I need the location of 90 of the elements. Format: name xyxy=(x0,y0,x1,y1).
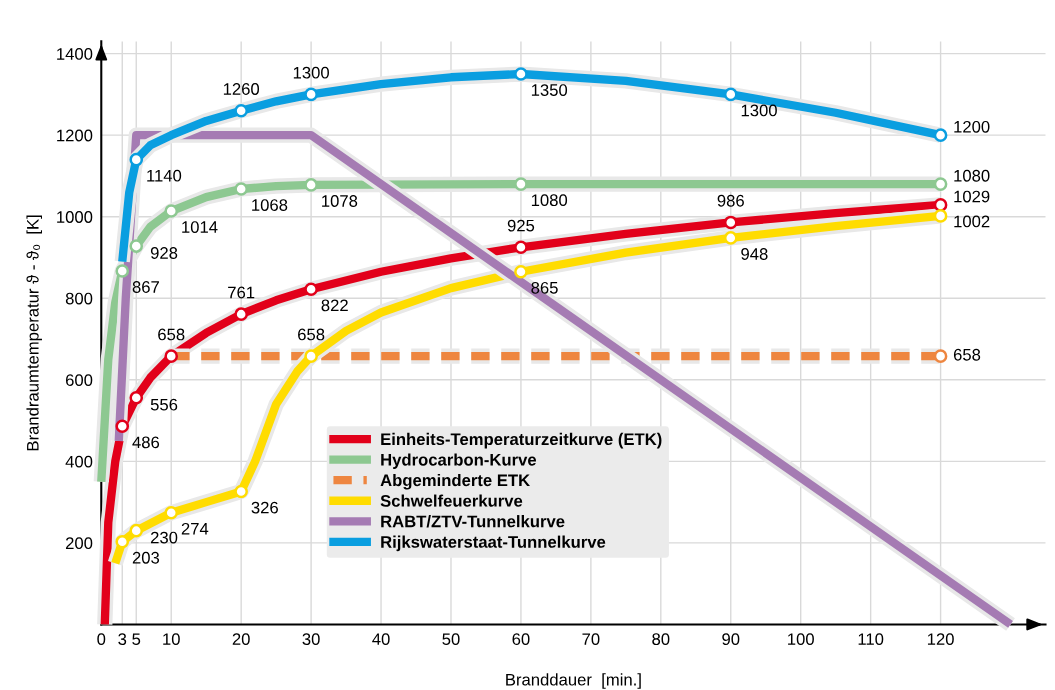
point xyxy=(304,87,318,102)
data-label: 822 xyxy=(321,299,348,312)
x-tick-label: 20 xyxy=(232,633,250,646)
data-label: 1014 xyxy=(182,221,218,233)
data-label: 1078 xyxy=(322,195,358,207)
legend-label: Hydrocarbon-Kurve xyxy=(381,453,537,469)
data-label: 1068 xyxy=(252,199,288,211)
point xyxy=(115,419,130,434)
data-label: 230 xyxy=(150,531,178,544)
x-tick-label: 30 xyxy=(302,633,320,646)
x-tick-label: 3 xyxy=(118,633,127,646)
x-tick-label: 40 xyxy=(372,633,390,646)
data-label: 925 xyxy=(507,219,535,232)
data-label: 1080 xyxy=(531,194,568,207)
x-tick-label: 50 xyxy=(442,633,460,646)
data-label: 658 xyxy=(298,328,325,341)
data-label: 986 xyxy=(717,194,744,207)
data-label: 1002 xyxy=(954,215,990,228)
point xyxy=(723,87,738,102)
point xyxy=(234,307,248,321)
point xyxy=(304,282,318,297)
y-tick-label: 800 xyxy=(65,292,93,305)
data-label: 1300 xyxy=(293,66,329,79)
point xyxy=(164,204,179,218)
point xyxy=(129,390,144,405)
data-label: 761 xyxy=(228,286,255,299)
point xyxy=(164,349,179,363)
point xyxy=(234,182,248,196)
data-label: 1140 xyxy=(147,169,182,182)
x-tick-label: 5 xyxy=(132,633,141,646)
point xyxy=(514,264,528,279)
point xyxy=(723,215,738,230)
point xyxy=(164,505,179,520)
y-tick-label: 200 xyxy=(65,537,93,550)
data-label: 1080 xyxy=(954,169,990,182)
x-tick-label: 110 xyxy=(858,633,884,646)
point xyxy=(933,209,948,223)
y-tick-label: 400 xyxy=(65,455,93,468)
y-tick-label: 1200 xyxy=(57,129,93,142)
point xyxy=(234,103,248,118)
point xyxy=(129,152,144,167)
data-label: 1200 xyxy=(954,120,990,133)
data-label: 203 xyxy=(132,551,160,564)
data-label: 1260 xyxy=(223,83,260,95)
data-label: 274 xyxy=(181,522,209,535)
data-label: 326 xyxy=(251,501,278,514)
data-label: 658 xyxy=(158,328,185,341)
x-tick-label: 90 xyxy=(722,633,740,646)
data-label: 556 xyxy=(150,398,178,411)
point xyxy=(129,523,144,538)
point xyxy=(933,128,948,142)
point xyxy=(723,231,738,245)
point xyxy=(514,67,528,81)
point xyxy=(129,239,144,253)
data-label: 865 xyxy=(531,281,558,294)
x-tick-label: 100 xyxy=(788,633,814,646)
legend-label: Rijkswaterstaat-Tunnelkurve xyxy=(381,535,606,552)
data-label: 1350 xyxy=(531,84,568,96)
y-tick-label: 1400 xyxy=(57,48,93,60)
x-tick-label: 10 xyxy=(163,633,180,646)
data-label: 1029 xyxy=(954,190,990,203)
legend-label: Abgeminderte ETK xyxy=(380,473,530,490)
point xyxy=(933,349,948,363)
point xyxy=(514,177,528,191)
point xyxy=(234,484,248,499)
data-label: 948 xyxy=(741,248,768,260)
data-label: 486 xyxy=(132,436,160,449)
legend-label: RABT/ZTV-Tunnelkurve xyxy=(381,515,565,528)
data-label: 928 xyxy=(150,247,178,259)
x-tick-label: 70 xyxy=(582,633,600,646)
point xyxy=(304,178,318,192)
x-tick-label: 80 xyxy=(652,633,670,646)
point xyxy=(514,240,528,255)
legend-label: Schwelfeuerkurve xyxy=(380,494,523,507)
point xyxy=(304,349,318,363)
data-label: 867 xyxy=(132,281,159,293)
x-tick-label: 120 xyxy=(927,633,954,646)
y-axis-title: Brandraumtemperatur ϑ - ϑ₀ [K] xyxy=(26,215,42,451)
x-tick-label: 60 xyxy=(512,633,530,646)
x-tick-label: 0 xyxy=(97,633,106,646)
point xyxy=(115,264,130,278)
data-label: 1300 xyxy=(741,104,777,117)
point xyxy=(115,534,130,549)
x-axis-title: Branddauer [min.] xyxy=(506,673,641,689)
point xyxy=(933,177,948,191)
legend-label: Einheits-Temperaturzeitkurve (ETK) xyxy=(381,432,662,449)
y-tick-label: 1000 xyxy=(57,211,93,223)
data-label: 658 xyxy=(953,348,981,361)
y-tick-label: 600 xyxy=(65,374,93,387)
point xyxy=(933,198,948,212)
